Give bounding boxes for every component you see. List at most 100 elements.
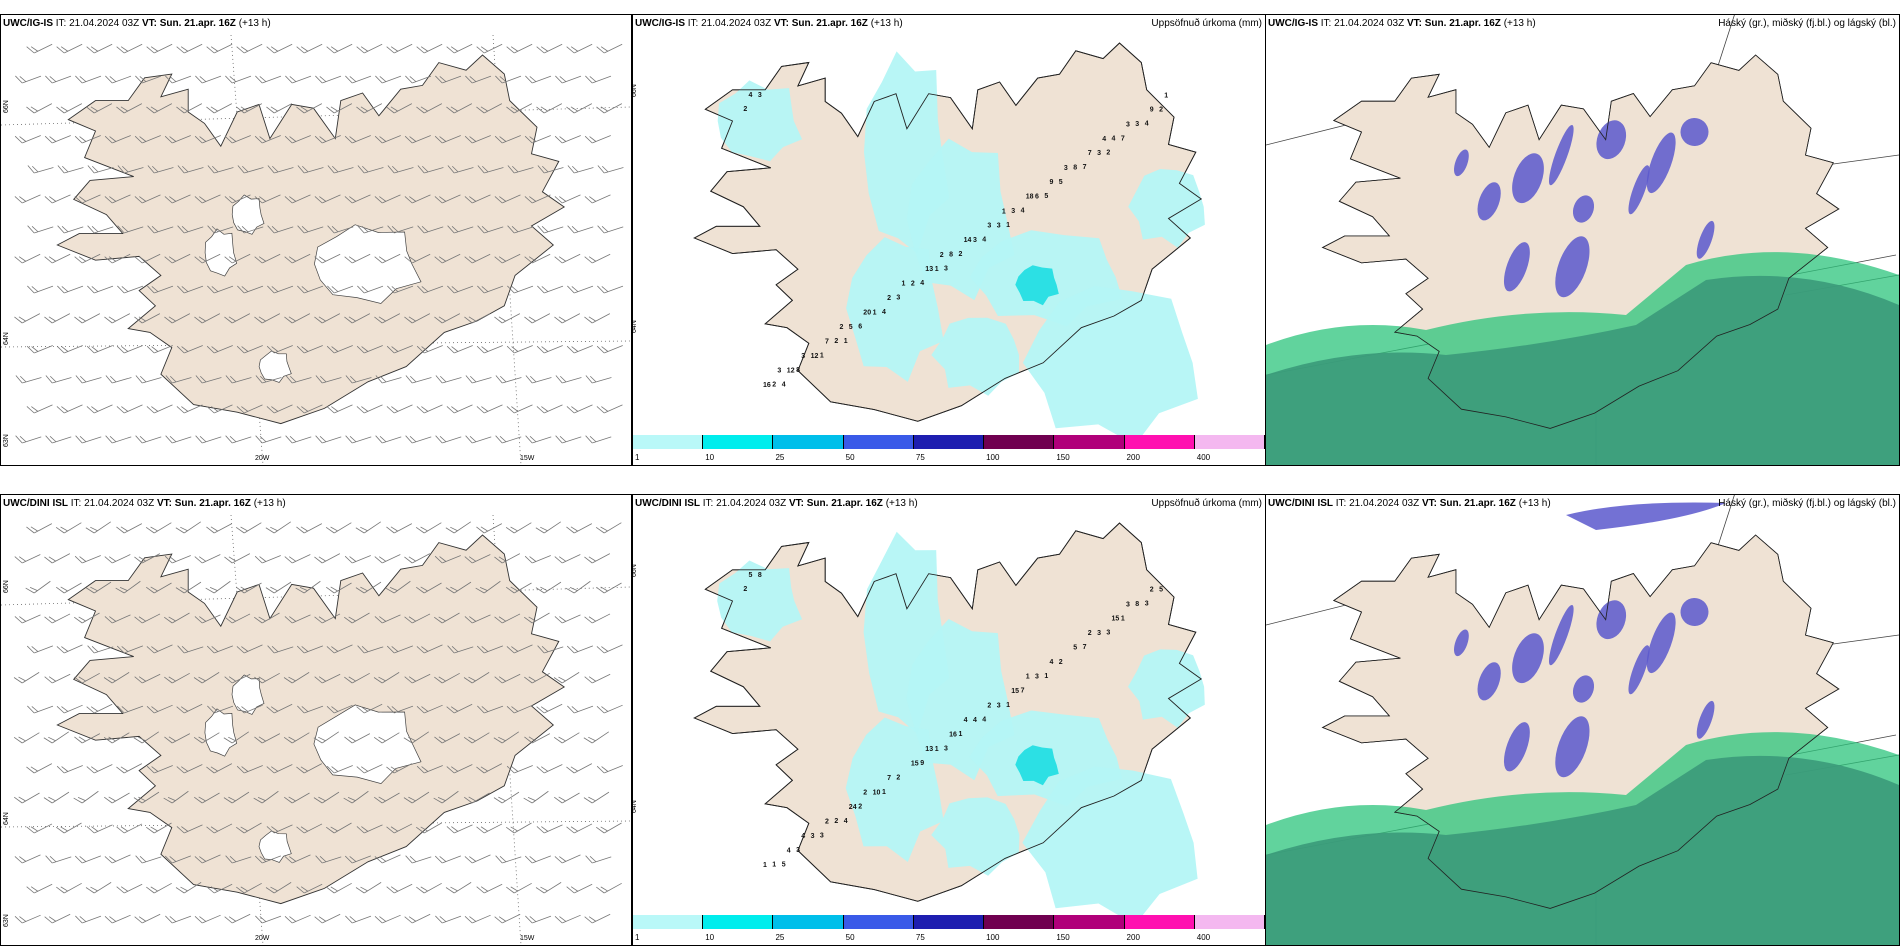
wind-barb [356,345,383,354]
legend-swatch [773,435,844,449]
wind-barb [104,854,131,864]
wind-barb [596,644,623,654]
wind-barb [134,613,161,624]
lat-label-64n: 64N [632,800,638,813]
wind-barb [105,75,132,84]
wind-barb [507,165,534,174]
wind-barb [584,194,611,204]
precip-value: 3 [801,353,805,360]
graticule-line [1825,154,1899,166]
wind-barb [434,253,461,264]
wind-barb [295,580,321,594]
wind-barb [583,731,610,744]
wind-barb [86,824,113,834]
wind-barb [43,791,70,804]
precip-area [1128,649,1205,728]
wind-barb [14,554,41,564]
wind-barb [27,705,54,714]
wind-barb [57,165,84,174]
iceland-land [56,534,566,905]
wind-barb [445,521,472,534]
wind-barb [435,75,462,84]
wind-barb [403,791,430,804]
precip-legend-labels: 1 10 25 50 75 100 150 200 400 [633,453,1265,463]
legend-swatch [1124,435,1195,449]
wind-barb [285,75,312,84]
precip-value: 3 [896,295,900,302]
wind-barb [175,581,202,594]
precip-value: 2 [1088,630,1092,637]
wind-barb [403,731,430,744]
wind-barb [265,521,292,534]
wind-barb [344,612,370,624]
wind-barb [74,313,101,324]
wind-barb [87,645,114,654]
wind-barb [595,522,622,534]
wind-barb [56,882,82,894]
wind-barb [344,855,372,864]
wind-barb [74,194,101,204]
wind-map [1,34,631,465]
panel-title: UWC/IG-IS IT: 21.04.2024 03Z VT: Sun. 21… [635,18,903,29]
wind-barb [357,645,384,654]
legend-swatch [843,915,914,929]
wind-barb [494,673,521,684]
wind-barb [506,765,533,774]
precip-map: 2143351134379872113225323113108435155152… [693,522,1205,915]
wind-barb [525,915,552,924]
wind-barb [224,613,251,624]
wind-barb [116,645,144,654]
wind-barb [116,43,143,54]
precip-value: 1 [1164,92,1168,99]
wind-barb [356,764,383,774]
wind-barb [27,165,54,174]
wind-barb [225,435,252,444]
wind-barb [265,581,292,594]
wind-barb [117,225,144,234]
wind-barb [524,253,551,264]
wind-barb [404,673,431,684]
wind-barb [175,521,202,534]
wind-barb [326,882,352,894]
high-cloud [1646,132,1676,194]
wind-barb [116,404,143,414]
precip-value: 1 [1002,208,1006,215]
wind-barb [134,913,161,924]
wind-barb [87,225,114,234]
wind-barb [56,822,82,834]
wind-barb [165,375,192,384]
wind-barb [224,253,251,264]
wind-barb [146,43,173,54]
wind-barb [537,285,564,294]
precip-value: 3 [777,368,781,375]
wind-barb [314,613,341,624]
wind-barb [374,792,400,804]
wind-barb [145,522,172,534]
wind-barb [596,404,623,414]
precip-value: 2 [911,280,915,287]
precip-value: 2 [772,382,776,389]
wind-barb [326,582,352,594]
precip-value: 3 [997,222,1001,229]
wind-barb [86,404,113,414]
wind-barb [387,285,414,294]
wind-barb [146,882,172,894]
wind-barb [463,672,490,684]
wind-barb [416,765,443,774]
low-cloud-area [1266,755,1899,945]
wind-barb [135,855,162,864]
precip-value: 13 [925,266,933,273]
wind-barb [104,253,131,264]
precip-value: 3 [1135,121,1139,128]
high-cloud [1503,242,1530,292]
precip-area [931,797,1020,876]
wind-barb [104,792,130,804]
wind-barb [535,882,562,894]
wind-barb [134,194,161,204]
wind-barb [284,313,311,324]
precip-value: 15 [1112,616,1120,623]
precip-value: 4 [982,717,986,724]
wind-barb [463,732,490,744]
wind-barb [74,672,100,684]
wind-barb [357,165,384,174]
